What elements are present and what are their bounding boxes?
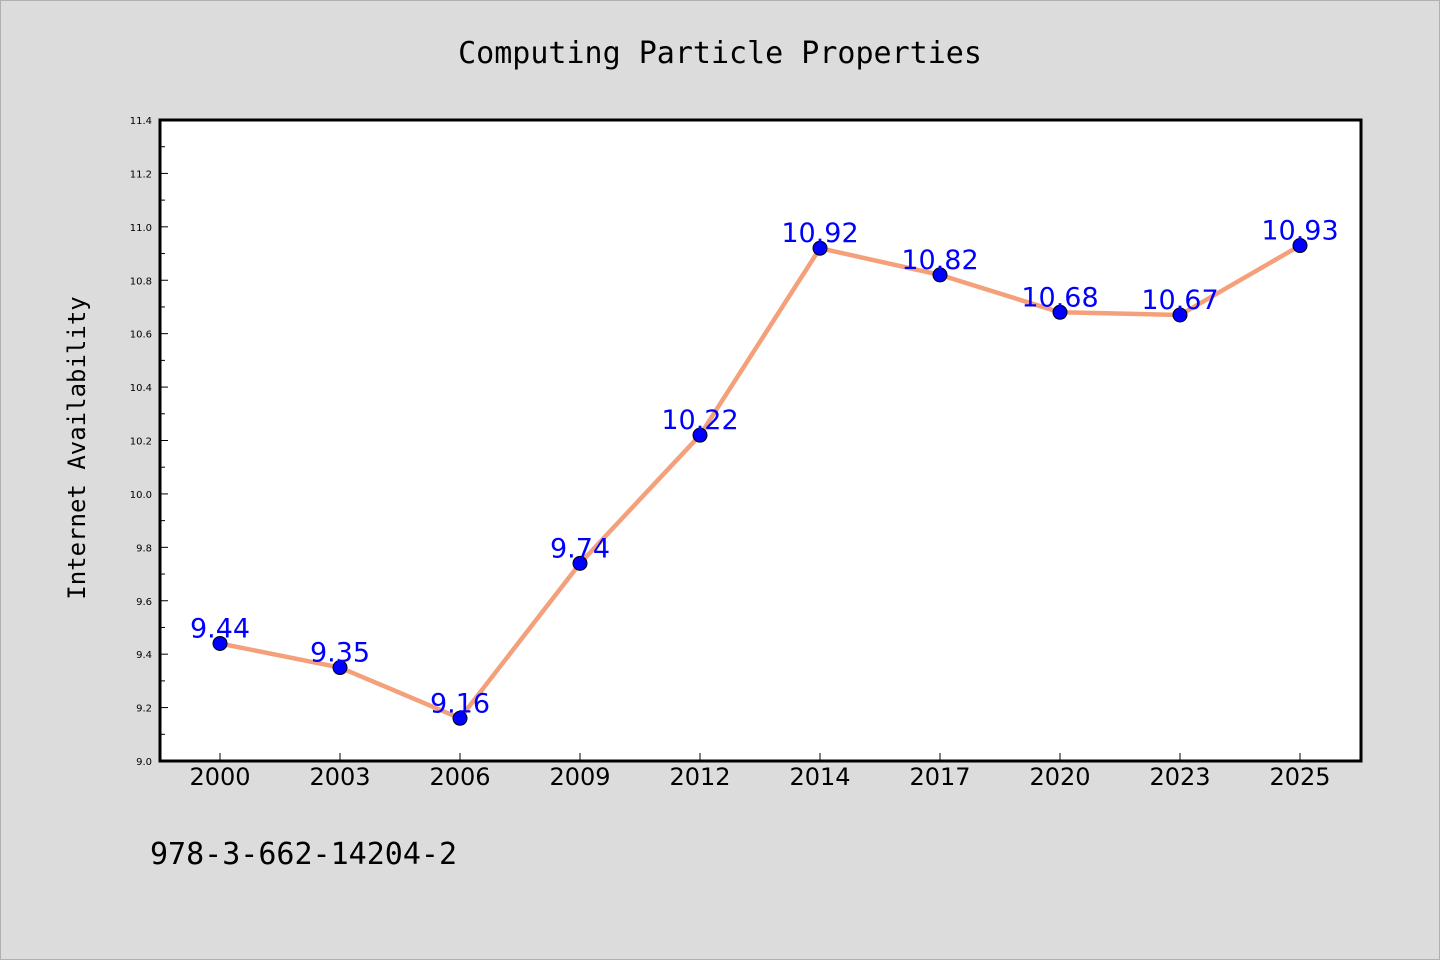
y-tick-label: 9.0 bbox=[136, 757, 152, 768]
data-label: 10.22 bbox=[661, 405, 738, 436]
data-point bbox=[1172, 307, 1188, 323]
x-tick-label: 2023 bbox=[1149, 763, 1210, 791]
y-tick-label: 11.4 bbox=[130, 116, 152, 127]
data-label: 10.93 bbox=[1261, 216, 1338, 247]
x-tick-label: 2000 bbox=[189, 763, 250, 791]
y-tick-label: 9.2 bbox=[136, 704, 152, 715]
x-axis: 2000 2003 2006 2009 2012 2014 2017 2020 2023 2025 bbox=[189, 753, 1331, 791]
y-axis-label: Internet Availability bbox=[63, 296, 91, 599]
x-tick-label: 2017 bbox=[909, 763, 970, 791]
data-point bbox=[212, 635, 228, 651]
data-point bbox=[332, 660, 348, 676]
y-tick-label: 9.4 bbox=[136, 650, 152, 661]
data-point bbox=[572, 555, 588, 571]
series-polyline bbox=[217, 243, 1303, 721]
x-tick-label: 2006 bbox=[429, 763, 490, 791]
y-tick-label: 11.0 bbox=[130, 223, 152, 234]
y-tick-label: 10.8 bbox=[130, 276, 152, 287]
y-tick-label: 9.6 bbox=[136, 597, 152, 608]
data-labels: 9.44 9.35 9.16 9.74 10.22 10.92 10.82 10.68 10.6… bbox=[190, 216, 1339, 720]
data-label: 9.35 bbox=[310, 638, 370, 669]
data-label: 10.67 bbox=[1141, 285, 1218, 316]
data-point bbox=[812, 240, 828, 256]
x-tick-label: 2020 bbox=[1029, 763, 1090, 791]
series-points bbox=[212, 238, 1308, 726]
isbn-text: 978-3-662-14204-2 bbox=[150, 837, 457, 872]
y-tick-label: 9.8 bbox=[136, 543, 152, 554]
x-tick-label: 2003 bbox=[309, 763, 370, 791]
series-line bbox=[217, 243, 1303, 721]
data-point bbox=[1052, 304, 1068, 320]
data-label: 10.68 bbox=[1021, 282, 1098, 313]
data-point bbox=[452, 710, 468, 726]
data-point bbox=[692, 427, 708, 443]
y-tick-label: 10.4 bbox=[130, 383, 152, 394]
y-tick-label: 10.2 bbox=[130, 437, 152, 448]
data-label: 9.44 bbox=[190, 613, 250, 644]
x-tick-label: 2014 bbox=[789, 763, 850, 791]
y-tick-label: 10.0 bbox=[130, 490, 152, 501]
y-axis: 9.0 9.2 9.4 9.6 9.8 10.0 10.2 10.4 10.6 10.8 11.0 1… bbox=[130, 116, 168, 768]
x-tick-label: 2012 bbox=[669, 763, 730, 791]
data-label: 10.92 bbox=[781, 218, 858, 249]
data-label: 10.82 bbox=[901, 245, 978, 276]
data-label: 9.16 bbox=[430, 688, 490, 719]
y-tick-label: 10.6 bbox=[130, 330, 152, 341]
plot-area bbox=[158, 118, 1363, 763]
data-point bbox=[1292, 238, 1308, 254]
chart-title: Computing Particle Properties bbox=[458, 36, 982, 71]
data-label: 9.74 bbox=[550, 533, 610, 564]
x-tick-label: 2025 bbox=[1269, 763, 1330, 791]
data-point bbox=[932, 267, 948, 283]
x-tick-label: 2009 bbox=[549, 763, 610, 791]
y-tick-label: 11.2 bbox=[130, 169, 152, 180]
